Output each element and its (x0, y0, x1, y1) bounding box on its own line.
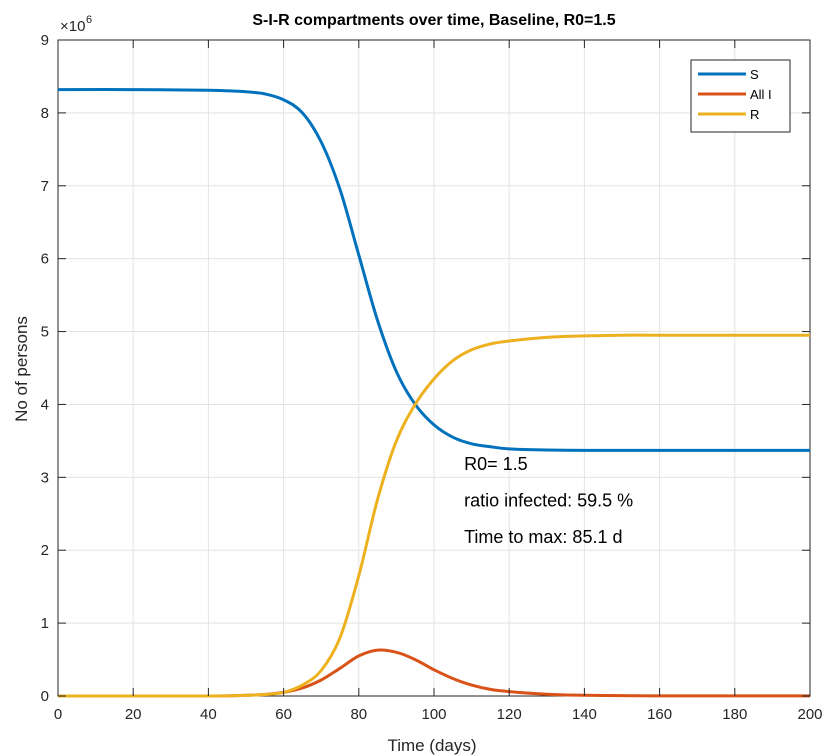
chart-title: S-I-R compartments over time, Baseline, … (252, 12, 615, 29)
x-tick-labels: 0 20 40 60 80 100 120 140 160 180 200 (54, 706, 823, 723)
annotation-text: Time to max: 85.1 d (464, 527, 622, 547)
legend-label: R (750, 107, 759, 122)
y-tick-label: 6 (41, 251, 49, 268)
x-tick-label: 140 (572, 706, 597, 723)
grid (58, 40, 810, 696)
legend-label: S (750, 67, 759, 82)
y-exponent-power: 6 (86, 14, 92, 26)
y-tick-label: 2 (41, 542, 49, 559)
legend-box (690, 59, 791, 133)
x-tick-label: 80 (350, 706, 367, 723)
x-tick-label: 0 (54, 706, 62, 723)
x-tick-label: 100 (421, 706, 446, 723)
y-exponent-label: ×10 6 (60, 14, 92, 35)
y-tick-label: 4 (41, 396, 49, 413)
x-tick-label: 20 (125, 706, 142, 723)
annotation-text: ratio infected: 59.5 % (464, 490, 633, 510)
y-tick-label: 3 (41, 469, 49, 486)
x-tick-label: 40 (200, 706, 217, 723)
x-axis-label: Time (days) (387, 736, 476, 755)
y-tick-label: 9 (41, 32, 49, 49)
y-tick-label: 8 (41, 105, 49, 122)
y-tick-label: 1 (41, 615, 49, 632)
series-line-s (57, 88, 810, 452)
y-exponent-base: ×10 (60, 18, 85, 35)
y-tick-label: 0 (41, 688, 49, 705)
series-layer (57, 88, 810, 698)
legend-label: All I (750, 87, 772, 102)
legend: S All I R (690, 59, 791, 133)
x-tick-label: 60 (275, 706, 292, 723)
y-tick-labels: 0 1 2 3 4 5 6 7 8 9 (41, 32, 49, 705)
axis-ticks (57, 39, 811, 697)
y-tick-label: 5 (41, 324, 49, 341)
annotations: R0= 1.5 ratio infected: 59.5 % Time to max… (464, 454, 633, 547)
x-tick-label: 120 (497, 706, 522, 723)
x-tick-label: 160 (647, 706, 672, 723)
x-tick-label: 180 (722, 706, 747, 723)
y-tick-label: 7 (41, 178, 49, 195)
series-line-r (57, 333, 810, 698)
annotation-text: R0= 1.5 (464, 454, 528, 474)
y-axis-label: No of persons (12, 316, 31, 422)
x-tick-label: 200 (797, 706, 822, 723)
